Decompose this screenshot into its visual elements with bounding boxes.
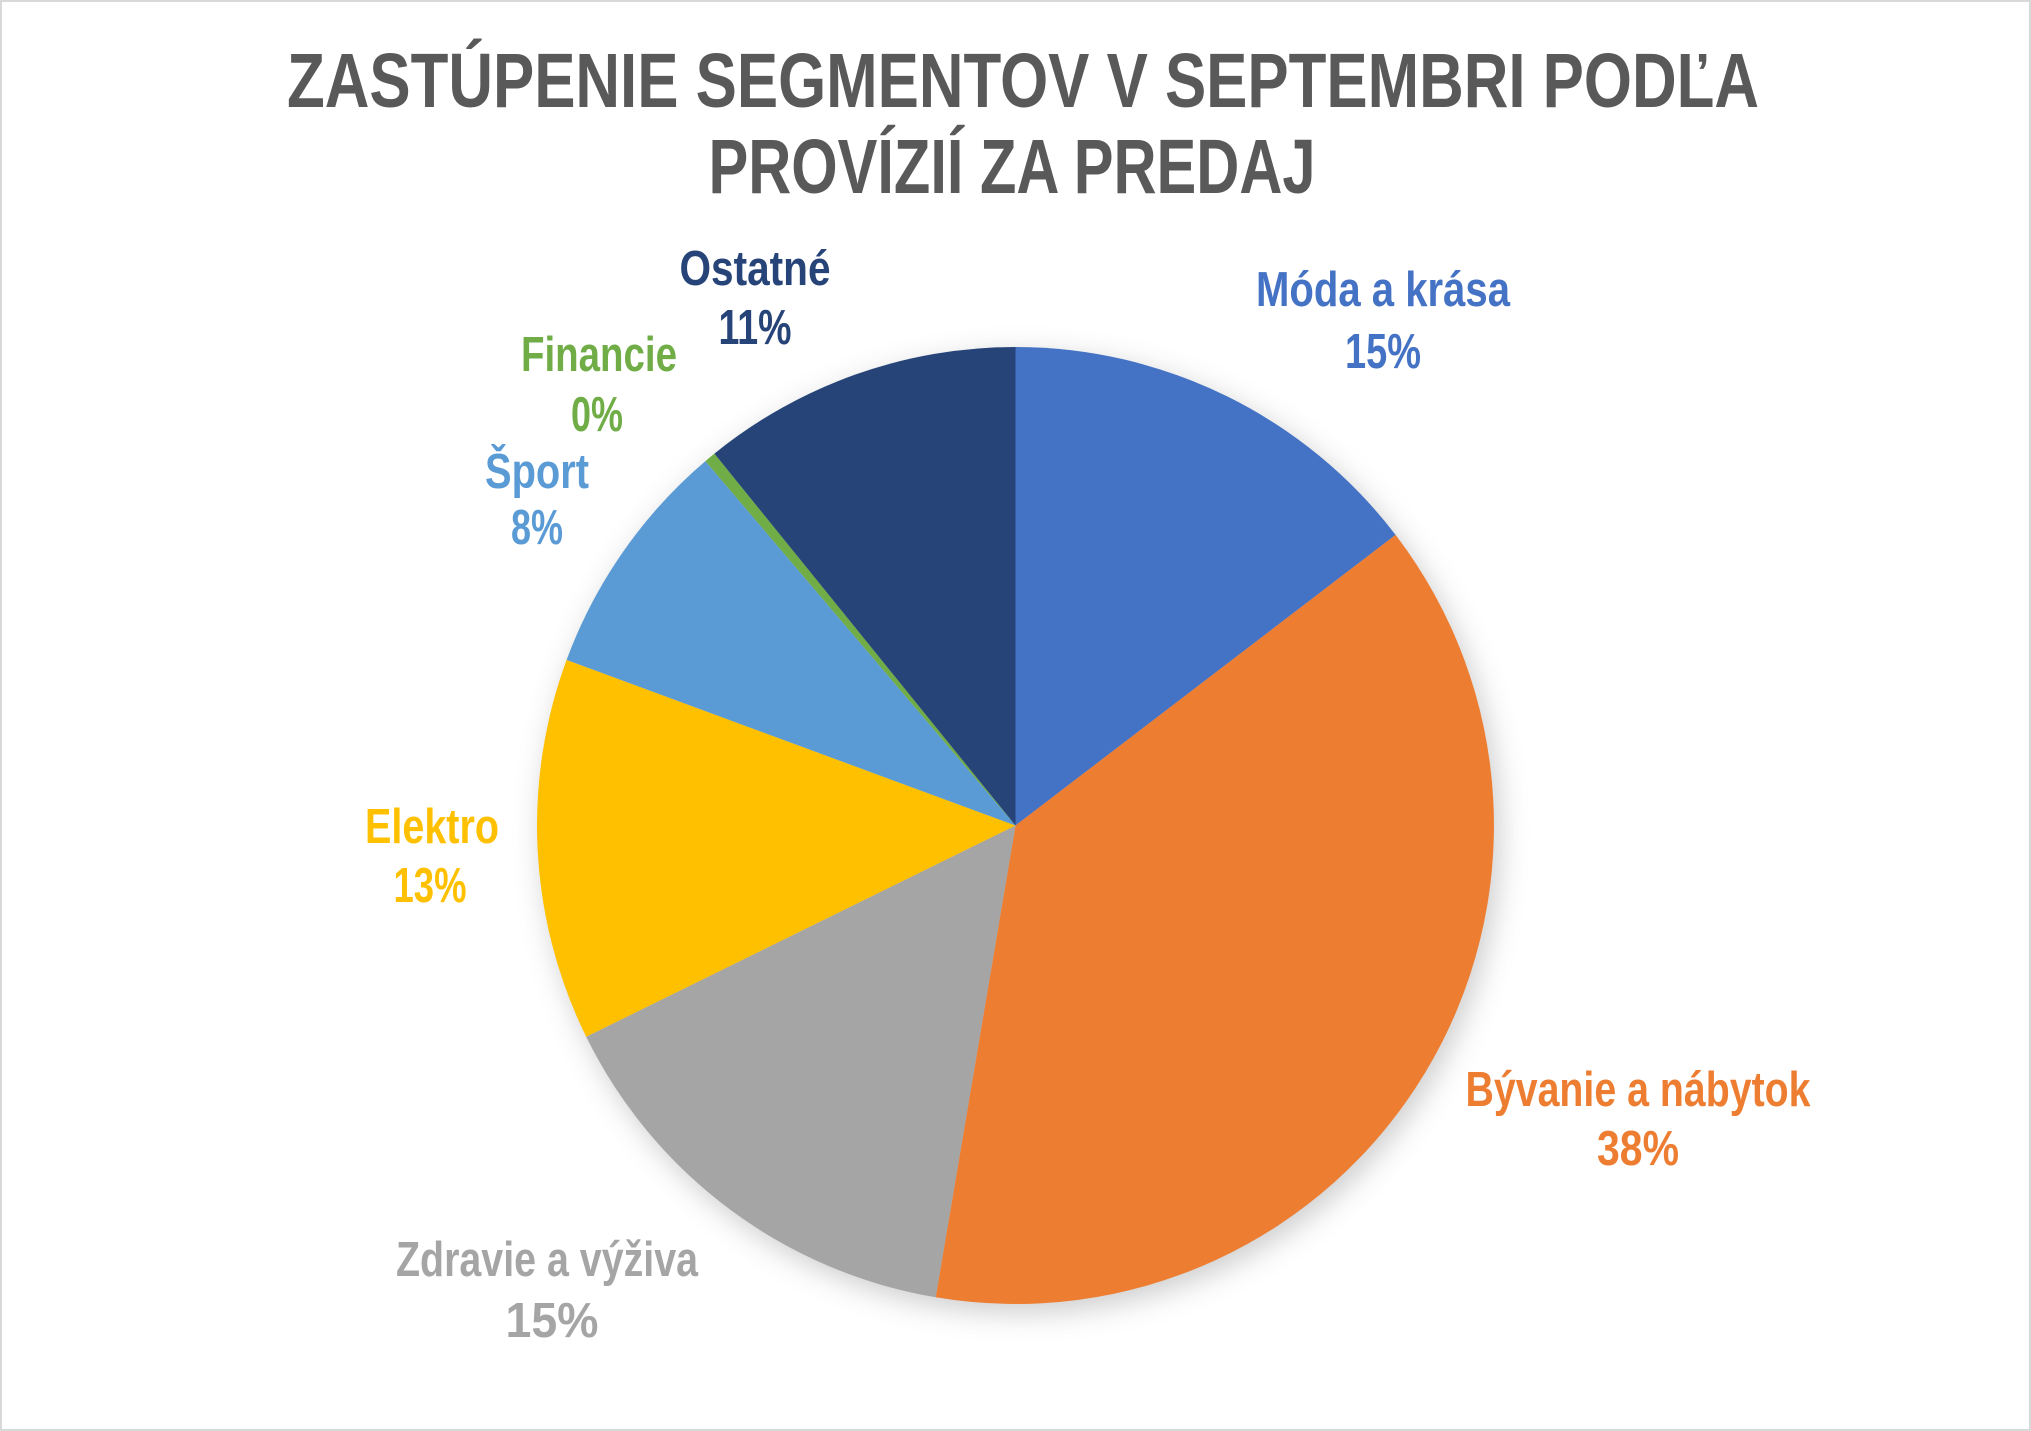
svg-text:ZASTÚPENIE SEGMENTOV V SEPTEMB: ZASTÚPENIE SEGMENTOV V SEPTEMBRI PODĽA [287,38,1759,124]
svg-text:8%: 8% [511,501,563,555]
svg-text:38%: 38% [1597,1122,1679,1176]
svg-text:Financie: Financie [521,328,677,382]
svg-text:15%: 15% [1345,325,1421,379]
svg-text:Bývanie a nábytok: Bývanie a nábytok [1466,1063,1812,1117]
svg-text:11%: 11% [719,301,792,355]
svg-text:Móda a krása: Móda a krása [1256,263,1511,317]
svg-text:Zdravie a výživa: Zdravie a výživa [396,1233,699,1287]
svg-text:PROVÍZIÍ ZA PREDAJ: PROVÍZIÍ ZA PREDAJ [709,124,1316,210]
svg-text:Elektro: Elektro [365,800,499,854]
svg-text:Ostatné: Ostatné [680,242,831,296]
svg-text:Šport: Šport [485,444,589,499]
svg-text:0%: 0% [571,388,623,442]
svg-text:15%: 15% [506,1294,599,1348]
svg-text:13%: 13% [394,859,467,913]
